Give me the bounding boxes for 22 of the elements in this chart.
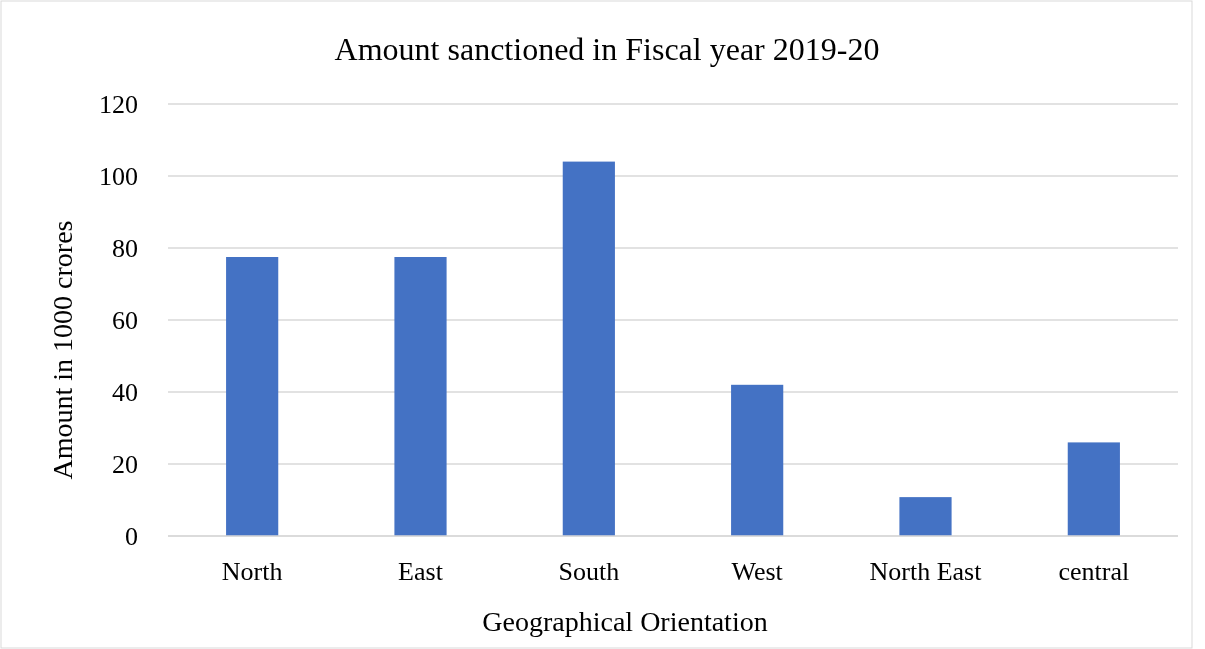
y-axis-title: Amount in 1000 crores [47,220,78,480]
x-tick-label: West [731,557,784,586]
y-tick-label: 100 [99,162,138,192]
bar [899,497,952,536]
y-tick-label: 120 [99,90,138,120]
x-tick-label: South [558,557,620,586]
y-tick-label: 60 [112,306,138,336]
x-tick-label: central [1058,557,1130,586]
y-tick-label: 80 [112,234,138,264]
x-tick-label: North [221,557,283,586]
bar [394,257,447,536]
chart-title: Amount sanctioned in Fiscal year 2019-20 [334,31,880,67]
x-axis-title: Geographical Orientation [482,606,768,637]
bar [226,257,279,536]
x-tick-label: North East [869,557,983,586]
y-tick-label: 0 [125,522,138,552]
bar [562,161,615,536]
bar [731,384,784,536]
bar [1067,442,1120,536]
x-tick-label: East [398,557,444,586]
y-tick-label: 20 [112,450,138,480]
y-tick-label: 40 [112,378,138,408]
